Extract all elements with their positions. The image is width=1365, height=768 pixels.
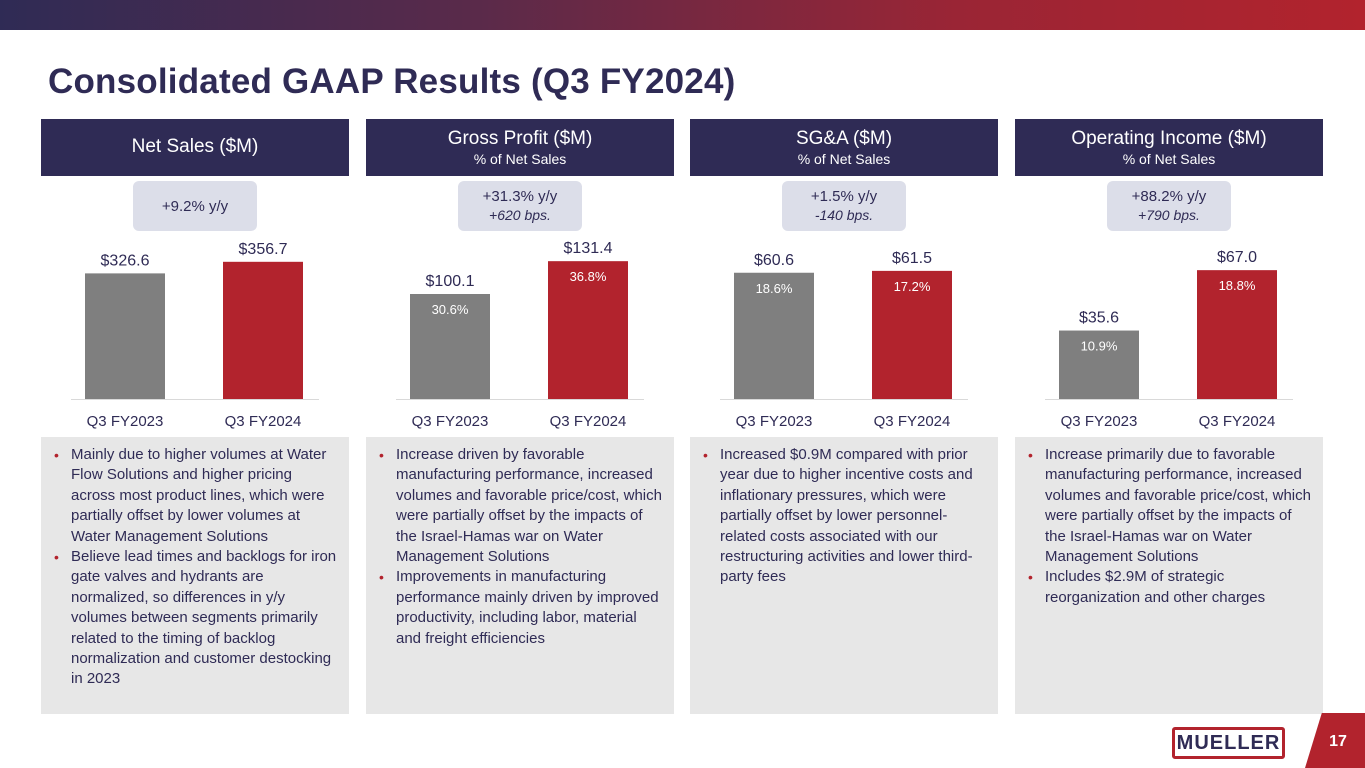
bullet-item: • Believe lead times and backlogs for iro… <box>53 547 339 690</box>
panel-net-sales: Net Sales ($M) +9.2% y/y $326.6 Q3 FY2023… <box>41 119 349 714</box>
bar-chart: $100.1 30.6% Q3 FY2023 $131.4 36.8% Q3 FY2024 <box>366 237 674 437</box>
bullet-dot-icon: • <box>379 447 384 463</box>
commentary-box: • Increase driven by favorable manufactur… <box>366 437 674 714</box>
x-tick-label: Q3 FY2023 <box>412 413 489 430</box>
bar-q3-fy2024 <box>1197 270 1277 399</box>
panel-title: Net Sales ($M) <box>131 136 259 157</box>
data-label: $67.0 <box>1217 249 1257 266</box>
x-tick-label: Q3 FY2024 <box>550 413 627 430</box>
data-label: $326.6 <box>101 252 150 269</box>
bar-q3-fy2024 <box>872 270 952 399</box>
badge-sub: -140 bps. <box>814 207 874 223</box>
panel-header: Gross Profit ($M) % of Net Sales <box>366 119 674 176</box>
yoy-badge: +88.2% y/y +790 bps. <box>1107 181 1231 231</box>
bullet-dot-icon: • <box>54 447 59 463</box>
data-label: $131.4 <box>564 240 613 257</box>
page-number: 17 <box>1329 733 1347 750</box>
bar-q3-fy2023 <box>734 272 814 399</box>
data-label: $356.7 <box>239 241 288 258</box>
x-tick-label: Q3 FY2024 <box>225 413 302 430</box>
page-title: Consolidated GAAP Results (Q3 FY2024) <box>48 62 736 101</box>
commentary-box: • Mainly due to higher volumes at Water F… <box>41 437 349 714</box>
bullet-item: • Includes $2.9M of strategic reorganizat… <box>1027 567 1313 608</box>
panel-subtitle: % of Net Sales <box>473 151 567 167</box>
top-banner <box>0 0 1365 30</box>
bar-q3-fy2023 <box>85 273 165 399</box>
panel-header: Operating Income ($M) % of Net Sales <box>1015 119 1323 176</box>
badge-main: +1.5% y/y <box>810 188 878 205</box>
data-label: $61.5 <box>892 250 932 267</box>
bullet-item: • Mainly due to higher volumes at Water F… <box>53 445 339 547</box>
bar-q3-fy2023 <box>1059 330 1139 399</box>
bullet-dot-icon: • <box>54 549 59 566</box>
commentary-box: • Increase primarily due to favorable man… <box>1015 437 1323 714</box>
badge-sub: +620 bps. <box>489 207 551 223</box>
panel-header: Net Sales ($M) <box>41 119 349 176</box>
bar-chart: $60.6 18.6% Q3 FY2023 $61.5 17.2% Q3 FY2024 <box>690 237 998 437</box>
badge-main: +9.2% y/y <box>161 198 229 215</box>
bullet-text: Increase driven by favorable manufacturi… <box>396 446 662 566</box>
bullet-dot-icon: • <box>379 569 384 586</box>
bullet-text: Includes $2.9M of strategic reorganizati… <box>1045 568 1266 606</box>
x-tick-label: Q3 FY2023 <box>87 413 164 430</box>
percent-label: 17.2% <box>894 279 931 294</box>
badge-main: +31.3% y/y <box>482 188 558 205</box>
data-label: $60.6 <box>754 252 794 269</box>
badge-main: +88.2% y/y <box>1131 188 1207 205</box>
x-tick-label: Q3 FY2024 <box>1199 413 1276 430</box>
yoy-badge: +1.5% y/y -140 bps. <box>782 181 906 231</box>
x-tick-label: Q3 FY2024 <box>874 413 951 430</box>
yoy-badge: +9.2% y/y <box>133 181 257 231</box>
x-tick-label: Q3 FY2023 <box>1061 413 1138 430</box>
yoy-badge: +31.3% y/y +620 bps. <box>458 181 582 231</box>
badge-sub: +790 bps. <box>1138 207 1200 223</box>
bullet-text: Improvements in manufacturing performanc… <box>396 568 659 647</box>
percent-label: 18.6% <box>756 281 793 296</box>
bar-q3-fy2024 <box>548 261 628 399</box>
bullet-dot-icon: • <box>1028 569 1033 586</box>
bullet-text: Believe lead times and backlogs for iron… <box>71 548 337 688</box>
panel-header: SG&A ($M) % of Net Sales <box>690 119 998 176</box>
percent-label: 30.6% <box>432 302 469 317</box>
bullet-dot-icon: • <box>703 447 708 463</box>
bullet-text: Increased $0.9M compared with prior year… <box>720 446 973 586</box>
bullet-dot-icon: • <box>1028 447 1033 463</box>
panel-title: SG&A ($M) <box>795 128 893 149</box>
bar-chart: $326.6 Q3 FY2023 $356.7 Q3 FY2024 <box>41 237 349 437</box>
bullet-list: • Mainly due to higher volumes at Water F… <box>53 445 339 690</box>
percent-label: 10.9% <box>1081 339 1118 354</box>
percent-label: 18.8% <box>1219 278 1256 293</box>
x-tick-label: Q3 FY2023 <box>736 413 813 430</box>
commentary-box: • Increased $0.9M compared with prior yea… <box>690 437 998 714</box>
bullet-item: • Increased $0.9M compared with prior yea… <box>702 445 988 588</box>
data-label: $35.6 <box>1079 310 1119 327</box>
chart-svg: $326.6 Q3 FY2023 $356.7 Q3 FY2024 <box>71 241 319 430</box>
panel-sga: SG&A ($M) % of Net Sales +1.5% y/y -140 … <box>690 119 998 714</box>
bar-q3-fy2024 <box>223 261 303 399</box>
bullet-item: • Increase primarily due to favorable man… <box>1027 445 1313 567</box>
bullet-text: Mainly due to higher volumes at Water Fl… <box>71 446 327 545</box>
bullet-item: • Increase driven by favorable manufactur… <box>378 445 664 567</box>
panel-operating-income: Operating Income ($M) % of Net Sales +88… <box>1015 119 1323 714</box>
panel-subtitle: % of Net Sales <box>797 151 891 167</box>
bullet-list: • Increase primarily due to favorable man… <box>1027 445 1313 608</box>
bullet-text: Increase primarily due to favorable manu… <box>1045 446 1311 566</box>
data-label: $100.1 <box>426 273 475 290</box>
bullet-item: • Improvements in manufacturing performan… <box>378 567 664 649</box>
panel-title: Operating Income ($M) <box>1071 128 1267 149</box>
chart-svg: $100.1 30.6% Q3 FY2023 $131.4 36.8% Q3 FY2024 <box>396 240 644 430</box>
percent-label: 36.8% <box>570 269 607 284</box>
panel-subtitle: % of Net Sales <box>1122 151 1216 167</box>
chart-svg: $35.6 10.9% Q3 FY2023 $67.0 18.8% Q3 FY2024 <box>1045 249 1293 430</box>
panel-title: Gross Profit ($M) <box>447 128 593 149</box>
bar-chart: $35.6 10.9% Q3 FY2023 $67.0 18.8% Q3 FY2024 <box>1015 237 1323 437</box>
bullet-list: • Increased $0.9M compared with prior yea… <box>702 445 988 588</box>
bullet-list: • Increase driven by favorable manufactur… <box>378 445 664 649</box>
mueller-logo: MUELLER <box>1172 727 1285 759</box>
chart-svg: $60.6 18.6% Q3 FY2023 $61.5 17.2% Q3 FY2024 <box>720 250 968 430</box>
bar-q3-fy2023 <box>410 294 490 399</box>
panel-gross-profit: Gross Profit ($M) % of Net Sales +31.3% … <box>366 119 674 714</box>
